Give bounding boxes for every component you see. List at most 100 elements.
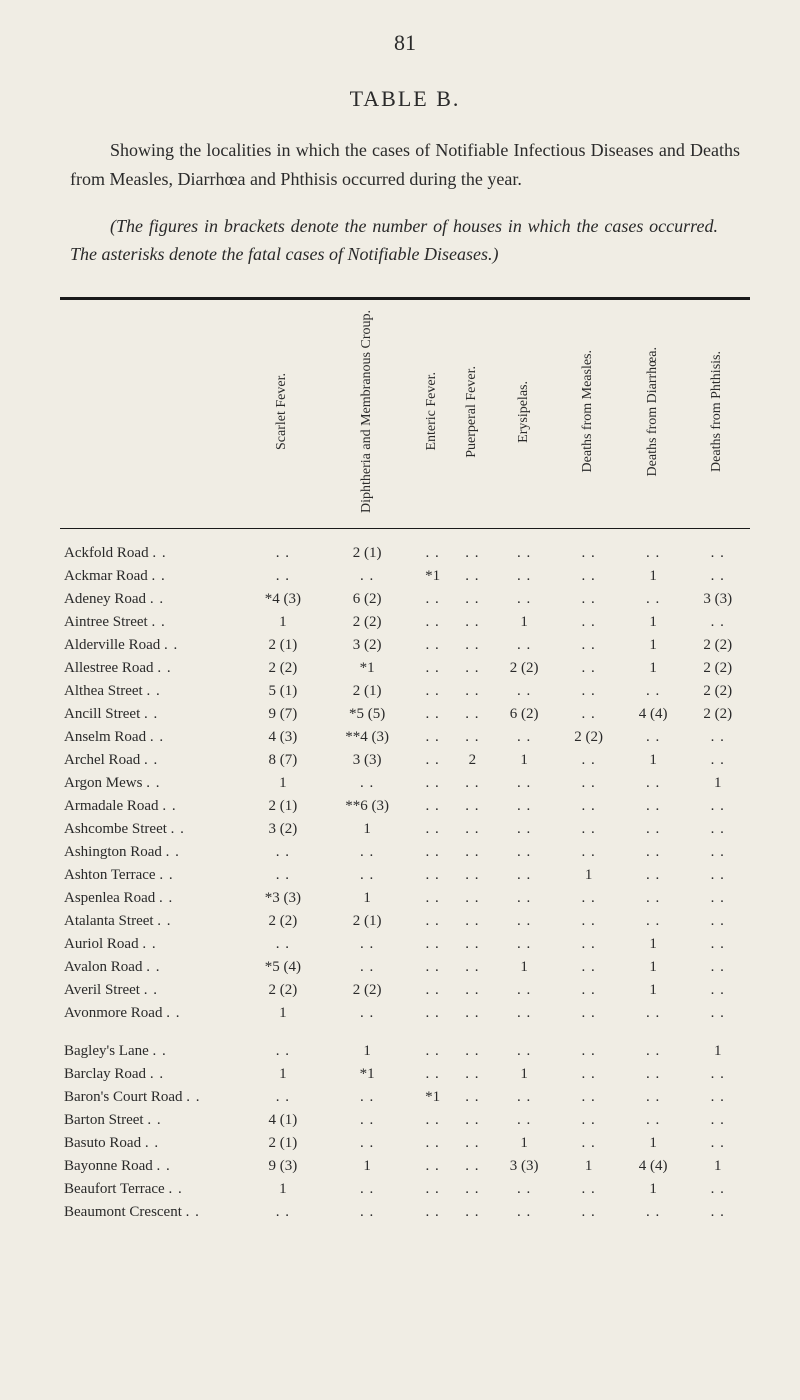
data-cell: . . (453, 1025, 492, 1063)
data-cell: 2 (1) (322, 680, 413, 703)
locality-cell: Anselm Road . . (60, 726, 244, 749)
data-cell: . . (621, 864, 686, 887)
data-cell: . . (413, 864, 453, 887)
data-cell: . . (556, 956, 621, 979)
data-cell: 4 (4) (621, 703, 686, 726)
data-cell: . . (492, 529, 557, 566)
leader-dots: . . (186, 1089, 200, 1105)
data-cell: . . (453, 795, 492, 818)
data-cell: . . (685, 1086, 750, 1109)
data-cell: . . (621, 1109, 686, 1132)
locality-cell: Ackfold Road . . (60, 529, 244, 566)
data-cell: . . (244, 933, 322, 956)
data-cell: . . (492, 565, 557, 588)
data-cell: . . (621, 529, 686, 566)
leader-dots: . . (168, 1181, 182, 1197)
data-cell: . . (244, 841, 322, 864)
data-cell: . . (685, 1132, 750, 1155)
data-cell: . . (621, 1002, 686, 1025)
leader-dots: . . (147, 1112, 161, 1128)
locality-cell: Atalanta Street . . (60, 910, 244, 933)
data-cell: . . (413, 1201, 453, 1224)
col-locality (60, 299, 244, 529)
data-cell: . . (621, 1086, 686, 1109)
data-cell: 4 (1) (244, 1109, 322, 1132)
data-table: Scarlet Fever. Diphtheria and Membranous… (60, 297, 750, 1224)
col-1: Diphtheria and Membranous Croup. (322, 299, 413, 529)
table-row: Alderville Road . .2 (1)3 (2). .. .. .. … (60, 634, 750, 657)
data-cell: . . (556, 772, 621, 795)
data-cell: . . (244, 1025, 322, 1063)
locality-cell: Barton Street . . (60, 1109, 244, 1132)
data-cell: . . (685, 956, 750, 979)
data-cell: . . (322, 1109, 413, 1132)
data-cell: . . (413, 726, 453, 749)
data-cell: . . (685, 1201, 750, 1224)
data-cell: 1 (621, 933, 686, 956)
data-cell: . . (453, 1002, 492, 1025)
page: 81 TABLE B. Showing the localities in wh… (0, 0, 800, 1400)
leader-dots: . . (186, 1204, 200, 1220)
data-cell: . . (621, 588, 686, 611)
data-cell: **6 (3) (322, 795, 413, 818)
data-cell: . . (685, 1178, 750, 1201)
data-cell: . . (322, 1002, 413, 1025)
locality-cell: Argon Mews . . (60, 772, 244, 795)
leader-dots: . . (146, 683, 160, 699)
data-cell: . . (244, 864, 322, 887)
locality-cell: Auriol Road . . (60, 933, 244, 956)
data-cell: . . (453, 726, 492, 749)
data-cell: 1 (322, 887, 413, 910)
leader-dots: . . (144, 706, 158, 722)
data-cell: . . (413, 933, 453, 956)
data-cell: . . (556, 841, 621, 864)
table-body: Ackfold Road . .. .2 (1). .. .. .. .. ..… (60, 529, 750, 1225)
data-cell: . . (621, 1025, 686, 1063)
locality-cell: Armadale Road . . (60, 795, 244, 818)
data-cell: 2 (2) (685, 634, 750, 657)
table-row: Adeney Road . .*4 (3)6 (2). .. .. .. .. … (60, 588, 750, 611)
data-cell: 3 (3) (685, 588, 750, 611)
table-row: Anselm Road . .4 (3)**4 (3). .. .. .2 (2… (60, 726, 750, 749)
data-cell: 1 (244, 1063, 322, 1086)
data-cell: 1 (492, 1063, 557, 1086)
data-cell: . . (453, 933, 492, 956)
data-cell: 1 (492, 1132, 557, 1155)
data-cell: . . (556, 588, 621, 611)
data-cell: . . (621, 910, 686, 933)
leader-dots: . . (166, 1005, 180, 1021)
data-cell: 1 (244, 1178, 322, 1201)
data-cell: 1 (621, 749, 686, 772)
data-cell: . . (413, 529, 453, 566)
leader-dots: . . (153, 1043, 167, 1059)
data-cell: . . (492, 1086, 557, 1109)
table-row: Aspenlea Road . .*3 (3)1. .. .. .. .. ..… (60, 887, 750, 910)
data-cell: . . (492, 726, 557, 749)
data-cell: **4 (3) (322, 726, 413, 749)
data-cell: . . (413, 611, 453, 634)
data-cell: 1 (322, 1025, 413, 1063)
leader-dots: . . (157, 913, 171, 929)
data-cell: . . (453, 565, 492, 588)
data-cell: . . (492, 979, 557, 1002)
data-cell: 5 (1) (244, 680, 322, 703)
data-cell: . . (685, 795, 750, 818)
data-cell: 9 (3) (244, 1155, 322, 1178)
data-cell: 4 (4) (621, 1155, 686, 1178)
data-cell: 2 (453, 749, 492, 772)
data-cell: . . (621, 795, 686, 818)
locality-cell: Barclay Road . . (60, 1063, 244, 1086)
data-cell: . . (556, 1178, 621, 1201)
data-cell: . . (685, 1109, 750, 1132)
data-cell: . . (492, 634, 557, 657)
data-cell: . . (453, 1063, 492, 1086)
data-cell: . . (685, 979, 750, 1002)
data-cell: 1 (621, 565, 686, 588)
data-cell: 2 (2) (685, 680, 750, 703)
data-cell: . . (492, 772, 557, 795)
table-row: Auriol Road . .. .. .. .. .. .. .1. . (60, 933, 750, 956)
data-cell: 1 (621, 956, 686, 979)
data-cell: 6 (2) (322, 588, 413, 611)
locality-cell: Beaumont Crescent . . (60, 1201, 244, 1224)
table-row: Allestree Road . .2 (2)*1. .. .2 (2). .1… (60, 657, 750, 680)
